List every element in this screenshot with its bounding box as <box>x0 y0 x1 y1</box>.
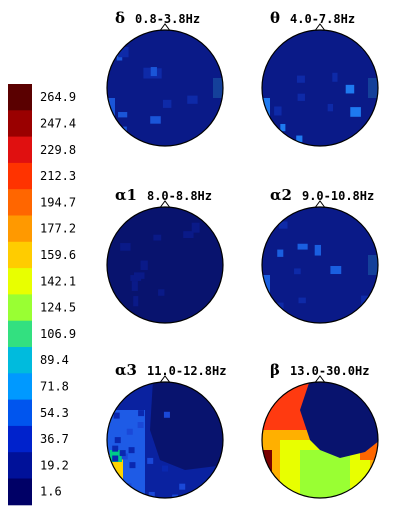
colorbar-swatch <box>8 373 32 401</box>
colorbar-tick-label: 247.4 <box>40 116 76 130</box>
band-symbol: α1 <box>115 186 137 204</box>
colorbar-swatch <box>8 268 32 295</box>
head-outline <box>106 206 224 324</box>
band-range: 4.0-7.8Hz <box>290 12 355 26</box>
colorbar-swatch <box>8 478 32 506</box>
colorbar-swatch <box>8 347 32 374</box>
head-map <box>262 30 378 146</box>
head-map <box>107 30 223 146</box>
colorbar-swatch <box>8 320 32 348</box>
colorbar-swatch <box>8 110 32 138</box>
head-map <box>262 207 378 323</box>
band-symbol: β <box>270 361 280 379</box>
panel-title: β 13.0-30.0Hz <box>270 361 369 379</box>
topomap-panel: δ 0.8-3.8Hz <box>106 9 224 147</box>
colorbar-swatch <box>8 241 32 269</box>
head-outline <box>261 381 379 499</box>
colorbar-tick-label: 106.9 <box>40 327 76 341</box>
colorbar-swatch <box>8 452 32 479</box>
colorbar-tick-label: 177.2 <box>40 222 76 236</box>
topomap-panel: α1 8.0-8.8Hz <box>106 186 224 324</box>
panel-title: α1 8.0-8.8Hz <box>115 186 212 204</box>
colorbar-tick-label: 36.7 <box>40 432 69 446</box>
colorbar: 264.9 247.4 229.8 212.3 194.7 177.2 159.6 142.1… <box>8 84 76 506</box>
band-symbol: δ <box>115 9 125 27</box>
nose-marker <box>313 375 327 385</box>
panel-title: α2 9.0-10.8Hz <box>270 186 374 204</box>
band-symbol: θ <box>270 9 280 27</box>
band-range: 11.0-12.8Hz <box>147 364 226 378</box>
colorbar-tick-label: 264.9 <box>40 90 76 104</box>
topomap-panel: α3 11.0-12.8Hz <box>106 361 226 499</box>
topomap-panel: α2 9.0-10.8Hz <box>261 186 379 324</box>
head-outline <box>106 29 224 147</box>
colorbar-swatch <box>8 399 32 427</box>
colorbar-tick-label: 89.4 <box>40 353 69 367</box>
head-outline <box>106 381 224 499</box>
colorbar-swatch <box>8 425 32 453</box>
nose-marker <box>158 200 172 210</box>
colorbar-tick-label: 142.1 <box>40 274 76 288</box>
colorbar-tick-label: 194.7 <box>40 195 76 209</box>
colorbar-tick-label: 1.6 <box>40 485 62 499</box>
colorbar-swatch <box>8 136 32 164</box>
panel-title: δ 0.8-3.8Hz <box>115 9 200 27</box>
colorbar-tick-label: 159.6 <box>40 248 76 262</box>
colorbar-tick-label: 124.5 <box>40 301 76 315</box>
nose-marker <box>158 23 172 33</box>
colorbar-swatch <box>8 215 32 243</box>
colorbar-tick-label: 71.8 <box>40 379 69 393</box>
band-range: 9.0-10.8Hz <box>302 189 374 203</box>
head-outline <box>261 206 379 324</box>
head-map <box>262 382 378 498</box>
head-map <box>107 207 223 323</box>
panel-title: θ 4.0-7.8Hz <box>270 9 355 27</box>
head-map <box>107 382 223 498</box>
colorbar-swatch <box>8 294 32 322</box>
colorbar-swatch <box>8 162 32 190</box>
panel-title: α3 11.0-12.8Hz <box>115 361 226 379</box>
band-range: 13.0-30.0Hz <box>290 364 369 378</box>
nose-marker <box>313 200 327 210</box>
colorbar-tick-label: 19.2 <box>40 458 69 472</box>
colorbar-tick-label: 212.3 <box>40 169 76 183</box>
head-outline <box>261 29 379 147</box>
colorbar-swatch <box>8 84 32 111</box>
band-range: 8.0-8.8Hz <box>147 189 212 203</box>
colorbar-tick-label: 229.8 <box>40 143 76 157</box>
topomap-panel: β 13.0-30.0Hz <box>261 361 379 499</box>
band-symbol: α2 <box>270 186 292 204</box>
nose-marker <box>313 23 327 33</box>
band-symbol: α3 <box>115 361 137 379</box>
colorbar-swatch <box>8 189 32 216</box>
band-range: 0.8-3.8Hz <box>135 12 200 26</box>
colorbar-tick-label: 54.3 <box>40 406 69 420</box>
topomap-panel: θ 4.0-7.8Hz <box>261 9 379 147</box>
nose-marker <box>158 375 172 385</box>
